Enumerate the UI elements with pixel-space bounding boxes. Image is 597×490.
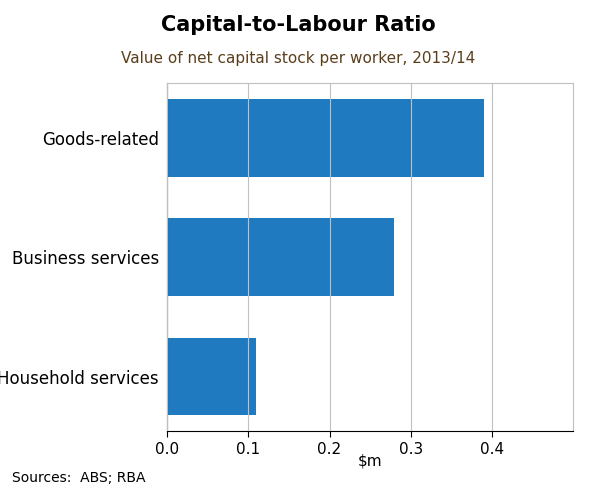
Bar xyxy=(167,219,395,296)
Text: Value of net capital stock per worker, 2013/14: Value of net capital stock per worker, 2… xyxy=(121,51,476,67)
Bar xyxy=(167,338,257,416)
Text: Capital-to-Labour Ratio: Capital-to-Labour Ratio xyxy=(161,15,436,35)
Text: $m: $m xyxy=(358,454,383,469)
Bar xyxy=(167,99,484,177)
Text: Sources:  ABS; RBA: Sources: ABS; RBA xyxy=(12,471,146,485)
